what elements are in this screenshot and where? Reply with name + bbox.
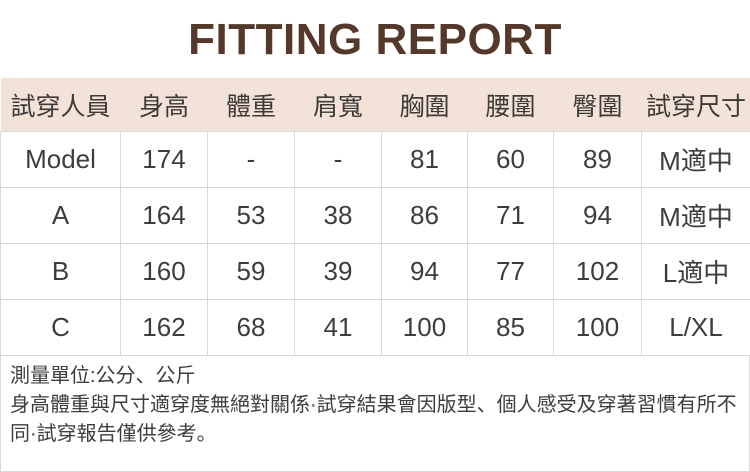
table-cell: - bbox=[294, 131, 382, 188]
table-cell: 41 bbox=[294, 299, 382, 356]
table-cell: 38 bbox=[294, 187, 382, 244]
table-row: Model 174 - - 81 60 89 M適中 bbox=[0, 131, 750, 188]
table-cell: 68 bbox=[207, 299, 295, 356]
table-cell: L適中 bbox=[641, 243, 750, 300]
header-cell-bust: 胸圍 bbox=[381, 78, 468, 132]
header-cell-tester: 試穿人員 bbox=[0, 78, 121, 132]
table-cell: 81 bbox=[381, 131, 468, 188]
table-header-row: 試穿人員 身高 體重 肩寬 胸圍 腰圍 臀圍 試穿尺寸 bbox=[0, 78, 750, 132]
page-title: FITTING REPORT bbox=[188, 15, 562, 64]
table-cell: 160 bbox=[120, 243, 208, 300]
table-row: B 160 59 39 94 77 102 L適中 bbox=[0, 243, 750, 300]
table-cell: 86 bbox=[381, 187, 468, 244]
table-cell: Model bbox=[0, 131, 121, 188]
header-cell-height: 身高 bbox=[120, 78, 208, 132]
table-cell: 164 bbox=[120, 187, 208, 244]
table-cell: 71 bbox=[467, 187, 554, 244]
table-cell: - bbox=[207, 131, 295, 188]
table-cell: 39 bbox=[294, 243, 382, 300]
table-cell: C bbox=[0, 299, 121, 356]
header-cell-waist: 腰圍 bbox=[467, 78, 554, 132]
measure-unit-note: 測量單位:公分、公斤 bbox=[10, 365, 196, 387]
table-cell: 59 bbox=[207, 243, 295, 300]
table-cell: 85 bbox=[467, 299, 554, 356]
table-cell: B bbox=[0, 243, 121, 300]
fitting-disclaimer: 身高體重與尺寸適穿度無絕對關係·試穿結果會因版型、個人感受及穿著習慣有所不同·試… bbox=[10, 394, 737, 445]
table-cell: 77 bbox=[467, 243, 554, 300]
header-cell-weight: 體重 bbox=[207, 78, 295, 132]
table-cell: 60 bbox=[467, 131, 554, 188]
table-cell: 100 bbox=[381, 299, 468, 356]
table-cell: M適中 bbox=[641, 131, 750, 188]
header-cell-shoulder: 肩寬 bbox=[294, 78, 382, 132]
table-cell: 89 bbox=[553, 131, 642, 188]
fitting-table: 試穿人員 身高 體重 肩寬 胸圍 腰圍 臀圍 試穿尺寸 Model 174 - … bbox=[0, 78, 750, 356]
table-cell: M適中 bbox=[641, 187, 750, 244]
table-cell: 174 bbox=[120, 131, 208, 188]
header-cell-hip: 臀圍 bbox=[553, 78, 642, 132]
header-cell-size: 試穿尺寸 bbox=[641, 78, 750, 132]
table-cell: 94 bbox=[553, 187, 642, 244]
table-cell: A bbox=[0, 187, 121, 244]
table-cell: 102 bbox=[553, 243, 642, 300]
table-cell: 162 bbox=[120, 299, 208, 356]
table-cell: 100 bbox=[553, 299, 642, 356]
footer-notes: 測量單位:公分、公斤 身高體重與尺寸適穿度無絕對關係·試穿結果會因版型、個人感受… bbox=[0, 356, 750, 472]
table-row: C 162 68 41 100 85 100 L/XL bbox=[0, 299, 750, 356]
table-cell: 53 bbox=[207, 187, 295, 244]
table-cell: 94 bbox=[381, 243, 468, 300]
table-cell: L/XL bbox=[641, 299, 750, 356]
table-row: A 164 53 38 86 71 94 M適中 bbox=[0, 187, 750, 244]
